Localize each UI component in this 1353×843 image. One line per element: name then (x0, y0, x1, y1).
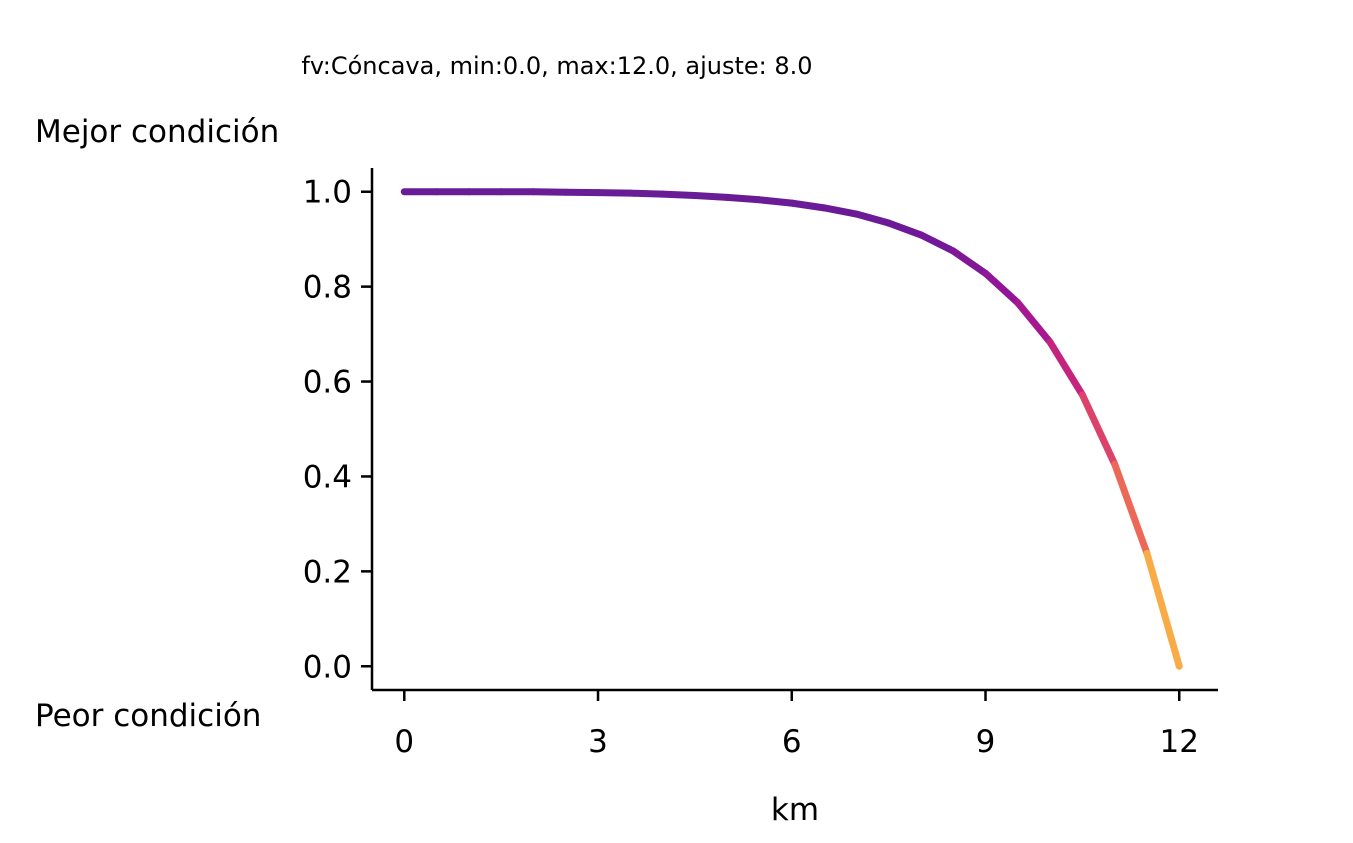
y-tick-label-0.0: 0.0 (303, 649, 352, 685)
chart-title: fv:Cóncava, min:0.0, max:12.0, ajuste: 8… (301, 52, 812, 80)
line-segment-0-19 (1014, 299, 1054, 346)
line-segment-0-8 (659, 190, 699, 200)
line-segment-0-23 (1143, 549, 1183, 670)
x-tick-label-0: 0 (394, 724, 414, 760)
line-segment-0-7 (626, 189, 667, 198)
y-tick-label-0.6: 0.6 (303, 365, 352, 401)
x-tick-label-3: 3 (588, 724, 608, 760)
line-segment-0-12 (788, 199, 828, 212)
x-axis-label: km (771, 792, 819, 828)
line-segment-0-13 (820, 204, 860, 218)
line-segment-0-14 (852, 210, 893, 227)
y-tick-label-1.0: 1.0 (303, 175, 352, 211)
axes: 0 3 6 9 12 0.0 0.2 0.4 0.6 0.8 1.0 (303, 168, 1218, 760)
line-segment-0-20 (1046, 338, 1086, 399)
x-tick-label-6: 6 (782, 724, 802, 760)
x-tick-label-9: 9 (976, 724, 996, 760)
line-segment-0-21 (1078, 391, 1119, 468)
y-axis-worst-label: Peor condición (35, 698, 261, 734)
line-segment-0-18 (982, 269, 1022, 307)
y-tick-label-0.2: 0.2 (303, 554, 352, 590)
y-tick-label-0.4: 0.4 (303, 459, 352, 495)
line-segment-0-17 (949, 247, 990, 277)
x-tick-label-12: 12 (1160, 724, 1199, 760)
y-axis-best-label: Mejor condición (35, 114, 279, 150)
line-segment-0-11 (755, 196, 796, 207)
line-segment-0-22 (1111, 460, 1151, 557)
line-segment-0-9 (691, 192, 731, 201)
line-segment-0-16 (917, 231, 957, 255)
y-tick-label-0.8: 0.8 (303, 270, 352, 306)
data-line (400, 188, 1183, 670)
line-segment-0-15 (885, 219, 925, 239)
line-segment-0-10 (723, 193, 763, 204)
